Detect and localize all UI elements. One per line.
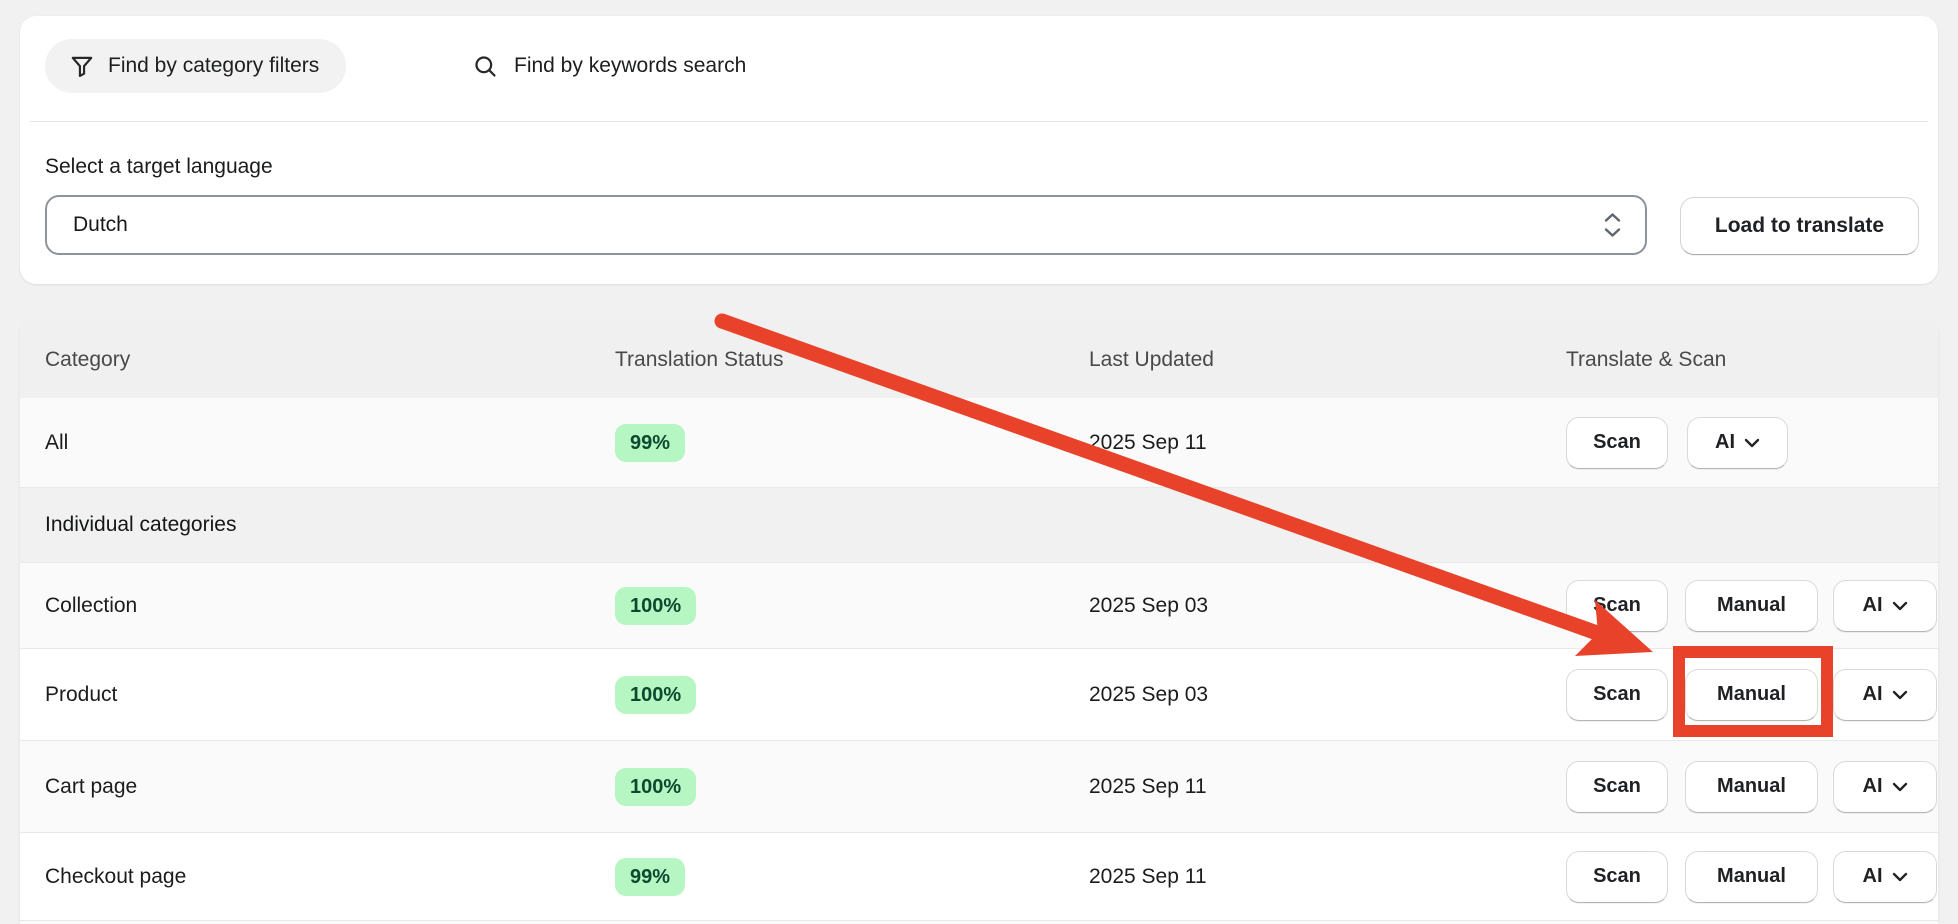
column-header-translate-scan: Translate & Scan bbox=[1566, 348, 1727, 371]
manual-button-collection[interactable]: Manual bbox=[1685, 579, 1818, 632]
load-to-translate-button[interactable]: Load to translate bbox=[1680, 197, 1919, 255]
search-language-card: Find by category filters Find by keyword… bbox=[20, 16, 1938, 284]
section-header-label: Individual categories bbox=[45, 513, 237, 536]
chevron-down-icon bbox=[1892, 782, 1908, 792]
card-divider bbox=[30, 121, 1928, 122]
category-filters-button[interactable]: Find by category filters bbox=[45, 39, 347, 93]
search-icon bbox=[472, 53, 499, 80]
scan-button-checkout-page[interactable]: Scan bbox=[1566, 850, 1668, 903]
category-cell: All bbox=[45, 430, 69, 454]
chevron-down-icon bbox=[1892, 601, 1908, 611]
last-updated-cell: 2025 Sep 03 bbox=[1089, 682, 1209, 706]
category-cell: Cart page bbox=[45, 774, 138, 798]
scan-button-collection[interactable]: Scan bbox=[1566, 579, 1668, 632]
table-row-product: Product 100% 2025 Sep 03 Scan Manual AI bbox=[20, 648, 1938, 740]
last-updated-cell: 2025 Sep 11 bbox=[1089, 430, 1207, 454]
filter-funnel-icon bbox=[69, 53, 95, 79]
scan-button-cart-page[interactable]: Scan bbox=[1566, 760, 1668, 813]
category-filters-label: Find by category filters bbox=[108, 54, 320, 77]
status-badge: 100% bbox=[615, 767, 697, 806]
table-section-row: Individual categories bbox=[20, 487, 1938, 562]
category-cell: Collection bbox=[45, 593, 138, 617]
chevron-down-icon bbox=[1892, 690, 1908, 700]
table-row-all: All 99% 2025 Sep 11 Scan AI bbox=[20, 398, 1938, 487]
keyword-search-button[interactable]: Find by keywords search bbox=[472, 39, 746, 93]
chevron-down-icon bbox=[1892, 872, 1908, 882]
status-badge: 99% bbox=[615, 423, 686, 462]
ai-dropdown-button-checkout-page[interactable]: AI bbox=[1833, 850, 1937, 903]
scan-button-all[interactable]: Scan bbox=[1566, 416, 1668, 469]
status-badge: 99% bbox=[615, 857, 686, 896]
column-header-category: Category bbox=[45, 348, 131, 371]
table-row-partial bbox=[20, 920, 1938, 924]
status-badge: 100% bbox=[615, 675, 697, 714]
table-row-cart-page: Cart page 100% 2025 Sep 11 Scan Manual A… bbox=[20, 740, 1938, 832]
table-row-collection: Collection 100% 2025 Sep 03 Scan Manual … bbox=[20, 562, 1938, 648]
status-badge: 100% bbox=[615, 586, 697, 625]
category-cell: Checkout page bbox=[45, 864, 187, 888]
categories-table: Category Translation Status Last Updated… bbox=[20, 322, 1938, 924]
last-updated-cell: 2025 Sep 11 bbox=[1089, 774, 1207, 798]
chevron-down-icon bbox=[1744, 438, 1760, 448]
ai-dropdown-button-all[interactable]: AI bbox=[1687, 416, 1788, 469]
category-cell: Product bbox=[45, 682, 118, 706]
keyword-search-label: Find by keywords search bbox=[514, 54, 747, 77]
target-language-select[interactable]: Dutch bbox=[45, 195, 1647, 255]
column-header-last-updated: Last Updated bbox=[1089, 348, 1214, 371]
last-updated-cell: 2025 Sep 11 bbox=[1089, 864, 1207, 888]
selected-language-value: Dutch bbox=[73, 213, 128, 236]
column-header-translation-status: Translation Status bbox=[615, 348, 784, 371]
manual-button-checkout-page[interactable]: Manual bbox=[1685, 850, 1818, 903]
ai-dropdown-button-collection[interactable]: AI bbox=[1833, 579, 1937, 632]
table-header-row: Category Translation Status Last Updated… bbox=[20, 322, 1938, 398]
manual-button-product[interactable]: Manual bbox=[1685, 668, 1818, 721]
last-updated-cell: 2025 Sep 03 bbox=[1089, 593, 1209, 617]
ai-dropdown-button-product[interactable]: AI bbox=[1833, 668, 1937, 721]
table-row-checkout-page: Checkout page 99% 2025 Sep 11 Scan Manua… bbox=[20, 832, 1938, 920]
manual-button-cart-page[interactable]: Manual bbox=[1685, 760, 1818, 813]
scan-button-product[interactable]: Scan bbox=[1566, 668, 1668, 721]
target-language-label: Select a target language bbox=[45, 155, 273, 178]
ai-dropdown-button-cart-page[interactable]: AI bbox=[1833, 760, 1937, 813]
select-caret-icons bbox=[1604, 213, 1621, 238]
